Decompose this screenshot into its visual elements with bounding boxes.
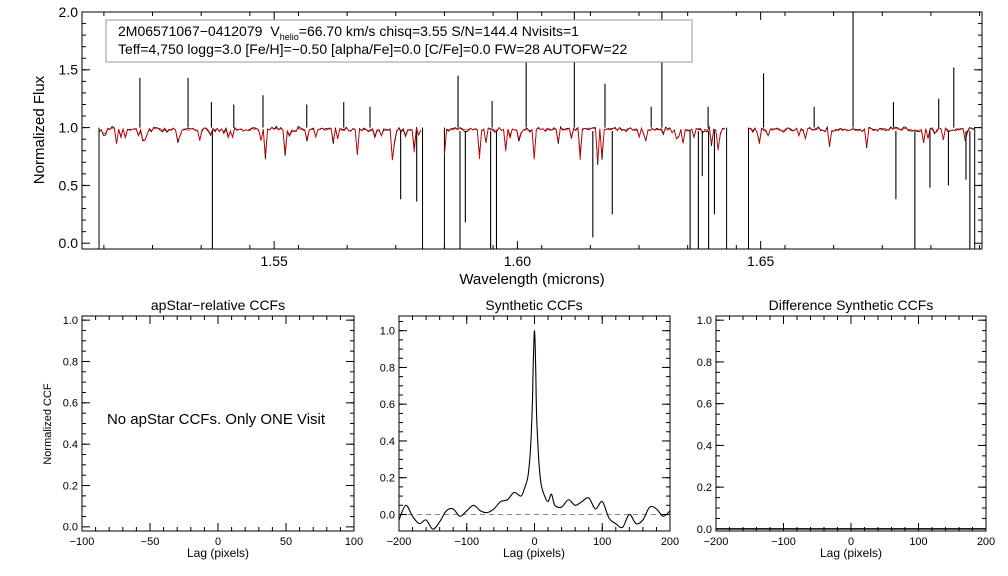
apstar-ccf-ylabel: Normalized CCF bbox=[42, 383, 54, 465]
difference-ccf-panel: Difference Synthetic CCFs −200 −100 0 100 20… bbox=[697, 297, 995, 560]
x-tick-label: 1.65 bbox=[747, 253, 774, 269]
x-tick-label: −50 bbox=[141, 536, 160, 548]
y-tick-label: 2.0 bbox=[59, 4, 79, 20]
y-tick-label: 0.0 bbox=[63, 522, 78, 534]
x-tick-label: 50 bbox=[280, 536, 292, 548]
y-tick-label: 0.0 bbox=[59, 235, 79, 251]
x-tick-label: 0 bbox=[848, 536, 854, 548]
x-tick-label: 200 bbox=[977, 536, 995, 548]
synthetic-ccf-line bbox=[398, 330, 671, 530]
y-tick-label: 1.0 bbox=[380, 326, 395, 338]
y-tick-label: 0.4 bbox=[380, 436, 395, 448]
model-spectrum-line bbox=[748, 127, 975, 147]
x-tick-label: −100 bbox=[771, 536, 796, 548]
synthetic-ccf-xlabel: Lag (pixels) bbox=[503, 546, 565, 560]
x-tick-label: 0 bbox=[531, 536, 537, 548]
y-tick-label: 0.0 bbox=[380, 509, 395, 521]
x-tick-label: 0 bbox=[215, 536, 221, 548]
y-tick-label: 0.4 bbox=[63, 439, 78, 451]
y-tick-label: 0.6 bbox=[63, 398, 78, 410]
chip-edge-line bbox=[443, 127, 728, 249]
synthetic-ccf-title: Synthetic CCFs bbox=[485, 297, 582, 313]
y-tick-label: 0.4 bbox=[697, 440, 712, 452]
synthetic-ccf-ticks: −200 −100 0 100 200 0.0 0.2 0.4 0.6 0.8 1.0 bbox=[380, 316, 679, 548]
spectrum-ylabel: Normalized Flux bbox=[31, 75, 48, 184]
y-tick-label: 1.0 bbox=[697, 315, 712, 327]
spectrum-xlabel: Wavelength (microns) bbox=[459, 271, 604, 288]
info-line-1-values: =66.70 km/s chisq=3.55 S/N=144.4 Nvisits… bbox=[299, 23, 579, 39]
star-id: 2M06571067−0412079 bbox=[118, 23, 263, 39]
synthetic-ccf-axes-frame bbox=[398, 315, 671, 532]
observed-spectrum-line bbox=[98, 125, 422, 161]
difference-ccf-ticks: −200 −100 0 100 200 0.0 0.2 0.4 0.6 0.8 1.0 bbox=[697, 315, 995, 548]
x-tick-label: −200 bbox=[387, 536, 412, 548]
x-tick-label: 100 bbox=[593, 536, 611, 548]
synthetic-ccf-panel: Synthetic CCFs −200 −100 0 100 200 0.0 0.2 0.4 0… bbox=[380, 297, 679, 560]
apstar-ccf-ticks: −100 −50 0 50 100 0.0 0.2 0.4 0.6 0.8 1.0 bbox=[63, 315, 363, 548]
info-line-1: 2M06571067−0412079 Vhelio=66.70 km/s chis… bbox=[118, 23, 579, 42]
y-tick-label: 0.8 bbox=[697, 357, 712, 369]
y-tick-label: 0.0 bbox=[697, 524, 712, 536]
y-tick-label: 1.5 bbox=[59, 62, 79, 78]
difference-ccf-axes-frame bbox=[715, 315, 987, 532]
x-tick-label: −100 bbox=[454, 536, 479, 548]
apstar-ccf-message: No apStar CCFs. Only ONE Visit bbox=[107, 411, 326, 428]
y-tick-label: 1.0 bbox=[63, 315, 78, 327]
x-tick-label: 1.60 bbox=[504, 253, 531, 269]
apstar-ccf-xlabel: Lag (pixels) bbox=[187, 546, 249, 560]
apstar-ccf-title: apStar−relative CCFs bbox=[151, 297, 285, 313]
x-tick-label: −200 bbox=[704, 536, 729, 548]
model-spectrum-line bbox=[99, 127, 422, 160]
y-tick-label: 1.0 bbox=[59, 120, 79, 136]
chip-edge-line bbox=[747, 127, 976, 249]
y-tick-label: 0.6 bbox=[697, 399, 712, 411]
difference-ccf-xlabel: Lag (pixels) bbox=[820, 546, 882, 560]
y-tick-label: 0.8 bbox=[380, 362, 395, 374]
synthetic-ccf-lines bbox=[398, 330, 671, 530]
y-tick-label: 0.8 bbox=[63, 356, 78, 368]
info-box bbox=[105, 19, 693, 63]
spectrum-axes-frame bbox=[81, 11, 983, 250]
apstar-ccf-panel: apStar−relative CCFs −100 −50 0 50 100 0.0 0.2… bbox=[42, 297, 363, 560]
observed-spectrum-line bbox=[444, 125, 725, 165]
y-tick-label: 0.2 bbox=[380, 473, 395, 485]
y-tick-label: 0.5 bbox=[59, 177, 79, 193]
x-tick-label: 100 bbox=[909, 536, 927, 548]
vhelio-subscript: helio bbox=[280, 32, 299, 42]
x-tick-label: 1.55 bbox=[261, 253, 288, 269]
spectrum-panel: 1.55 1.60 1.65 0.0 0.5 1.0 1.5 2.0 Wavelength (… bbox=[31, 4, 983, 288]
model-spectrum-line bbox=[444, 126, 725, 163]
y-tick-label: 0.2 bbox=[63, 480, 78, 492]
y-tick-label: 0.6 bbox=[380, 399, 395, 411]
spectrum-ticks: 1.55 1.60 1.65 0.0 0.5 1.0 1.5 2.0 bbox=[59, 4, 982, 269]
difference-ccf-title: Difference Synthetic CCFs bbox=[769, 297, 934, 313]
x-tick-label: −100 bbox=[70, 536, 95, 548]
vhelio-symbol: V bbox=[270, 23, 280, 39]
y-tick-label: 0.2 bbox=[697, 482, 712, 494]
chip-edge-line bbox=[98, 127, 424, 249]
x-tick-label: 200 bbox=[661, 536, 679, 548]
info-line-2: Teff=4,750 logg=3.0 [Fe/H]=−0.50 [alpha/… bbox=[118, 41, 627, 57]
observed-spectrum-line bbox=[748, 125, 975, 149]
x-tick-label: 100 bbox=[345, 536, 363, 548]
